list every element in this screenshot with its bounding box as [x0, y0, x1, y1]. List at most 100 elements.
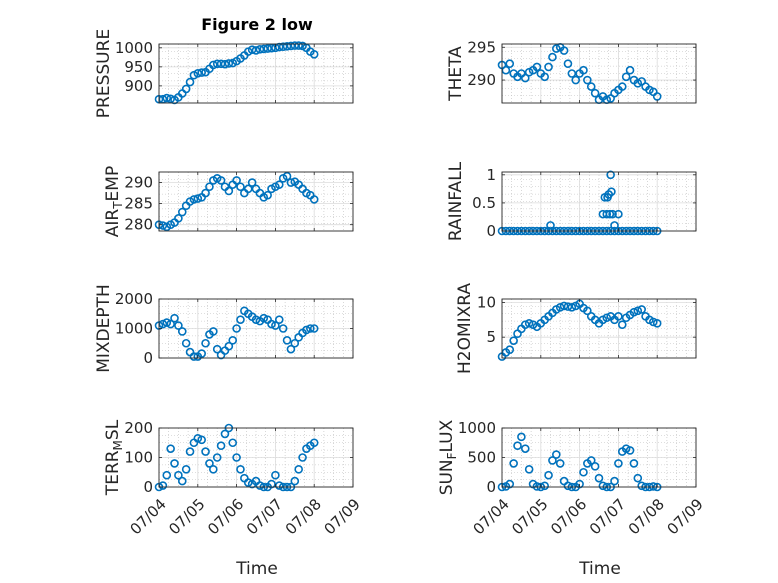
- y-tick-label: 0.5: [472, 194, 496, 212]
- data-point: [637, 481, 646, 491]
- data-point: [274, 315, 284, 324]
- y-tick-label: 500: [467, 449, 496, 467]
- data-point: [205, 182, 214, 192]
- data-point: [232, 176, 241, 185]
- data-point: [185, 77, 195, 87]
- data-point: [274, 180, 284, 189]
- y-tick-label: 1000: [115, 320, 153, 338]
- data-point: [524, 464, 534, 474]
- data-point: [524, 318, 534, 328]
- data-point: [540, 72, 549, 82]
- data-point: [621, 72, 631, 82]
- data-point: [228, 438, 238, 448]
- data-point: [629, 307, 639, 317]
- data-point: [563, 302, 573, 311]
- data-point: [309, 49, 319, 59]
- y-tick-label: 2000: [115, 290, 153, 308]
- data-point: [193, 69, 203, 78]
- data-point: [309, 438, 319, 448]
- x-axis-label-left: Time: [235, 559, 278, 579]
- data-point: [298, 453, 307, 462]
- data-point: [259, 313, 269, 323]
- data-point: [579, 65, 588, 75]
- data-point: [181, 84, 191, 94]
- data-point: [649, 317, 658, 327]
- data-point: [216, 176, 226, 185]
- data-point: [243, 478, 253, 487]
- axes-frame: [158, 43, 354, 104]
- data-point: [181, 464, 191, 474]
- data-point: [517, 432, 526, 442]
- y-tick-label: 280: [124, 216, 153, 234]
- data-point: [559, 301, 569, 311]
- y-tick-label: 200: [124, 419, 153, 437]
- y-axis-label: TERRMSL: [103, 419, 125, 496]
- data-point: [555, 459, 565, 468]
- data-point: [294, 41, 303, 50]
- data-point: [271, 321, 280, 330]
- data-point: [520, 444, 530, 453]
- y-axis-label: H2OMIXRA: [455, 283, 475, 374]
- data-point: [290, 338, 300, 348]
- data-point: [216, 441, 226, 451]
- y-tick-label: 1: [486, 166, 496, 184]
- data-point: [579, 467, 588, 477]
- data-point: [309, 195, 319, 204]
- data-point: [259, 44, 269, 54]
- y-tick-label: 900: [124, 77, 153, 95]
- data-point: [606, 170, 615, 180]
- axes-frame: [501, 43, 697, 104]
- data-point: [201, 188, 210, 198]
- y-tick-label: 290: [124, 174, 153, 192]
- data-point: [548, 52, 557, 62]
- data-point: [614, 209, 623, 219]
- data-point: [546, 221, 555, 230]
- data-point: [652, 92, 662, 101]
- y-tick-label: 10: [477, 293, 496, 311]
- data-point: [552, 44, 561, 53]
- data-point: [617, 82, 627, 91]
- data-point: [602, 313, 612, 323]
- data-point: [193, 434, 203, 443]
- axes-frame: [158, 171, 354, 232]
- data-point: [583, 75, 592, 85]
- data-point: [544, 62, 553, 72]
- y-axis-label: MIXDEPTH: [94, 284, 114, 373]
- data-point: [224, 341, 234, 351]
- data-point: [197, 349, 206, 358]
- data-point: [555, 303, 565, 312]
- data-point: [520, 73, 530, 83]
- data-point: [282, 171, 292, 181]
- data-point: [610, 476, 619, 486]
- data-point: [571, 75, 581, 85]
- data-point: [189, 195, 199, 204]
- data-point: [602, 209, 612, 219]
- y-tick-label: 100: [124, 449, 153, 467]
- axes-frame: [501, 171, 697, 232]
- data-point: [629, 459, 639, 468]
- data-point: [212, 453, 222, 462]
- data-point: [505, 59, 515, 68]
- data-point: [174, 470, 183, 480]
- y-tick-label: 295: [467, 38, 496, 56]
- data-point: [598, 481, 608, 491]
- data-point: [162, 470, 172, 480]
- y-axis-label: RAINFALL: [446, 161, 466, 241]
- data-point: [177, 476, 187, 486]
- data-point: [267, 43, 276, 53]
- data-point: [181, 338, 191, 348]
- data-point: [232, 453, 241, 462]
- data-point: [637, 305, 646, 314]
- data-point: [236, 182, 245, 192]
- data-point: [513, 441, 522, 451]
- data-point: [278, 42, 288, 51]
- data-point: [286, 178, 296, 187]
- data-point: [563, 481, 573, 491]
- data-point: [282, 41, 292, 51]
- data-point: [166, 94, 175, 104]
- data-point: [625, 446, 635, 455]
- data-point: [201, 338, 210, 348]
